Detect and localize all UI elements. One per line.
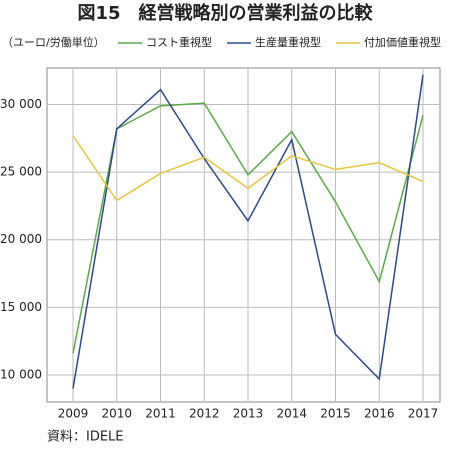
y-tick-label: 15 000 [0,300,42,314]
x-tick-label: 2011 [145,407,176,421]
y-axis-label: （ユーロ/労働単位） [2,35,105,49]
y-tick-label: 25 000 [0,165,42,179]
x-tick-label: 2015 [320,407,351,421]
x-tick-label: 2013 [233,407,264,421]
legend-label: 付加価値重視型 [364,35,441,49]
x-tick-label: 2016 [364,407,395,421]
legend-label: コスト重視型 [146,35,212,49]
legend-label: 生産量重視型 [255,35,321,49]
x-tick-label: 2010 [101,407,132,421]
series-line [72,74,424,389]
series-line [72,135,424,202]
y-tick-label: 10 000 [0,367,42,381]
x-tick-label: 2017 [408,407,439,421]
y-tick-label: 20 000 [0,232,42,246]
y-tick-label: 30 000 [0,97,42,111]
x-tick-label: 2012 [189,407,220,421]
x-tick-label: 2014 [276,407,307,421]
series-line [72,102,424,354]
source: 資料：IDELE [47,430,124,445]
x-tick-label: 2009 [58,407,89,421]
plot-frame [46,67,441,403]
chart-title: 図15 経営戦略別の営業利益の比較 [77,2,373,24]
